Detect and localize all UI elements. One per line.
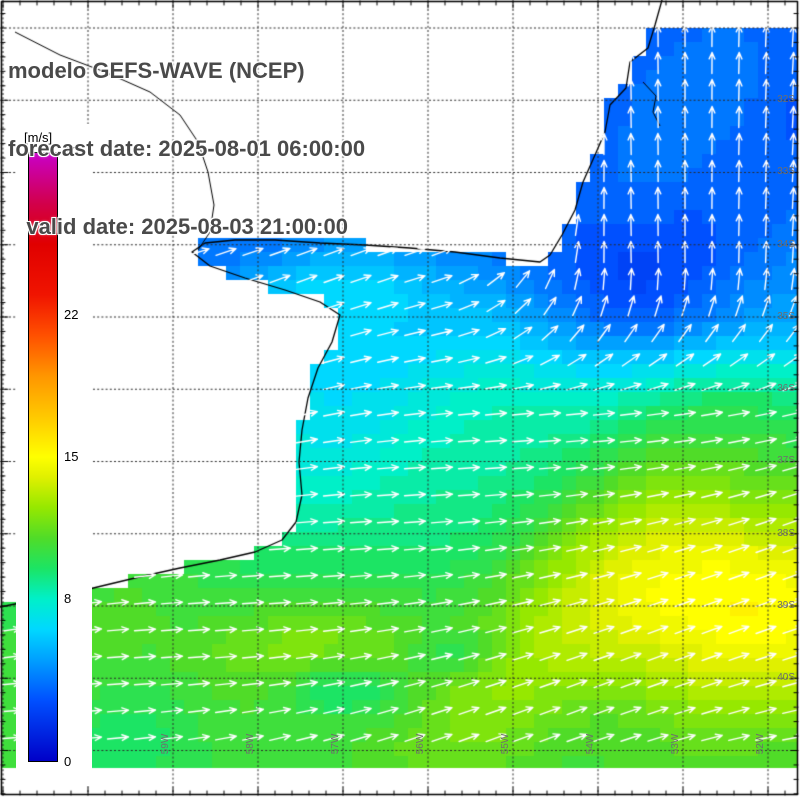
- colorbar-unit-label: [m/s]: [24, 130, 53, 145]
- forecast-date-line: forecast date: 2025-08-01 06:00:00: [8, 136, 366, 161]
- colorbar-tick-value: 15: [64, 449, 79, 464]
- valid-date-line: valid date: 2025-08-03 21:00:00: [8, 214, 348, 239]
- colorbar-tick-value: 8: [64, 591, 72, 607]
- model-title: modelo GEFS-WAVE (NCEP): [8, 58, 305, 83]
- colorbar-gradient: [28, 152, 58, 762]
- colorbar-tick-value: 0: [64, 754, 72, 769]
- colorbar-tick-value: 30: [64, 144, 79, 159]
- colorbar-tick-value: 22: [64, 306, 79, 322]
- map-title-block: modelo GEFS-WAVE (NCEP) forecast date: 2…: [8, 6, 365, 292]
- colorbar-legend: [m/s] 30 22 15 8 0: [16, 124, 92, 786]
